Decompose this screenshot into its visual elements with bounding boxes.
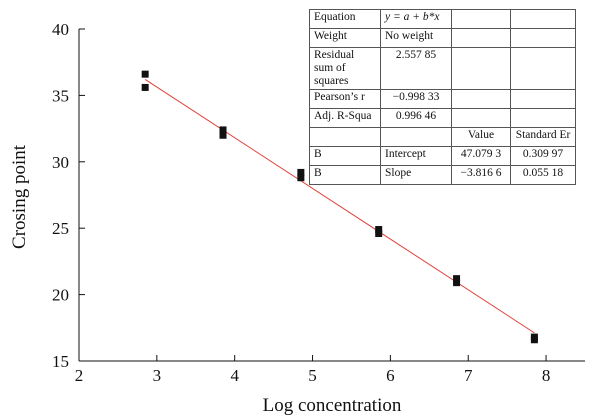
axes (78, 29, 585, 362)
table-cell (510, 28, 576, 48)
data-point (297, 168, 305, 176)
data-point (219, 126, 227, 134)
param-var: B (309, 165, 381, 185)
param-value: 47.079 3 (451, 146, 511, 166)
weight-label: Weight (309, 28, 381, 48)
fit-line (144, 79, 535, 334)
y-tick-label: 30 (52, 153, 69, 172)
table-cell (309, 127, 381, 147)
x-tick-label: 3 (153, 366, 162, 385)
x-axis-title: Log concentration (263, 395, 402, 416)
x-ticks: 2 3 4 5 6 7 8 (75, 355, 551, 385)
table-row: Weight No weight (309, 28, 576, 48)
pearson-label: Pearson’s r (309, 89, 381, 109)
pearson-value: −0.998 33 (380, 89, 452, 109)
table-row: Adj. R-Squa 0.996 46 (309, 108, 576, 128)
x-tick-label: 7 (464, 366, 473, 385)
table-cell (451, 108, 511, 128)
table-row: Residual sum of squares 2.557 85 (309, 47, 576, 90)
param-name: Intercept (380, 146, 452, 166)
data-point (453, 279, 461, 287)
stderr-header: Standard Er (510, 127, 576, 147)
table-cell (451, 9, 511, 29)
param-var: B (309, 146, 381, 166)
param-stderr: 0.309 97 (510, 146, 576, 166)
adjr-value: 0.996 46 (380, 108, 452, 128)
data-point (375, 226, 383, 234)
data-point (141, 70, 149, 78)
x-tick-label: 4 (230, 366, 239, 385)
table-cell (451, 89, 511, 109)
table-row: B Slope −3.816 6 0.055 18 (309, 165, 576, 185)
weight-value: No weight (380, 28, 452, 48)
table-row: B Intercept 47.079 3 0.309 97 (309, 146, 576, 166)
table-cell (380, 127, 452, 147)
table-row: Pearson’s r −0.998 33 (309, 89, 576, 109)
data-point (530, 336, 538, 344)
table-cell (451, 28, 511, 48)
y-axis-title: Crosing point (9, 144, 30, 249)
table-cell (510, 108, 576, 128)
data-point (453, 275, 461, 283)
table-cell (510, 89, 576, 109)
x-tick-label: 8 (542, 366, 551, 385)
param-stderr: 0.055 18 (510, 165, 576, 185)
table-cell (451, 47, 511, 90)
data-points (141, 70, 538, 344)
data-point (141, 83, 149, 91)
data-point (297, 174, 305, 182)
value-header: Value (451, 127, 511, 147)
rss-value: 2.557 85 (380, 47, 452, 90)
x-tick-label: 2 (75, 366, 84, 385)
y-tick-label: 25 (52, 219, 69, 238)
y-tick-label: 35 (52, 86, 69, 105)
param-value: −3.816 6 (451, 165, 511, 185)
x-tick-label: 6 (386, 366, 395, 385)
param-name: Slope (380, 165, 452, 185)
table-row: Equation y = a + b*x (309, 9, 576, 29)
y-tick-label: 40 (52, 20, 69, 39)
x-tick-label: 5 (308, 366, 317, 385)
data-point (375, 230, 383, 238)
fit-results-table: Equation y = a + b*x Weight No weight Re… (309, 9, 576, 185)
table-cell (510, 9, 576, 29)
rss-label: Residual sum of squares (309, 47, 381, 90)
adjr-label: Adj. R-Squa (309, 108, 381, 128)
table-cell (510, 47, 576, 90)
equation-value: y = a + b*x (380, 9, 452, 29)
y-tick-label: 15 (52, 352, 69, 371)
equation-label: Equation (309, 9, 381, 29)
y-ticks: 15 20 25 30 35 40 (52, 20, 85, 371)
table-row: Value Standard Er (309, 127, 576, 147)
data-point (219, 131, 227, 139)
y-tick-label: 20 (52, 286, 69, 305)
